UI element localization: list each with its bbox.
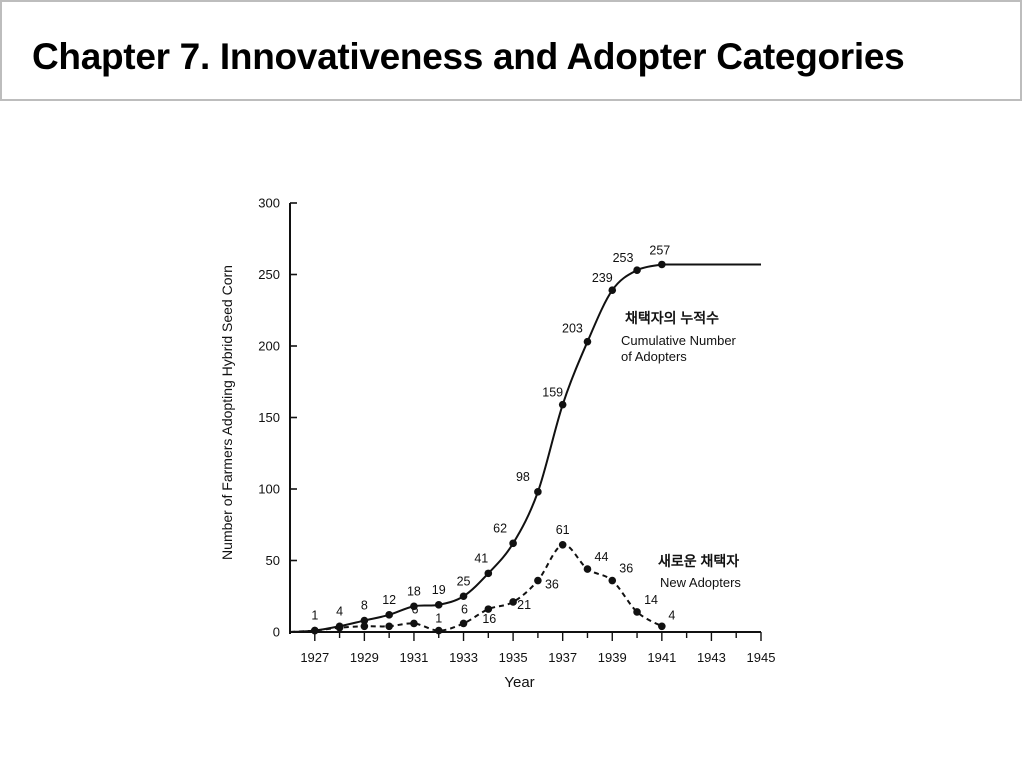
cumulative-point	[459, 592, 468, 601]
cumulative-data-label: 12	[382, 593, 396, 607]
new-adopters-point	[608, 576, 617, 585]
cumulative-line	[289, 263, 663, 633]
cumulative-label-korean: 채택자의 누적수	[625, 310, 719, 326]
new-adopters-point	[310, 626, 319, 635]
x-tick-label: 1943	[697, 650, 726, 665]
new-adopters-point	[335, 623, 344, 632]
y-tick-label: 300	[258, 196, 280, 211]
cumulative-data-label: 1	[311, 609, 318, 623]
cumulative-label-english: Cumulative Number	[621, 333, 737, 348]
cumulative-data-label: 159	[542, 386, 563, 400]
cumulative-label-english: of Adopters	[621, 349, 687, 364]
new-adopters-point	[583, 565, 592, 573]
new-adopters-data-label: 36	[619, 562, 633, 576]
cumulative-point	[583, 337, 592, 346]
cumulative-data-label: 4	[336, 604, 343, 618]
x-tick-label: 1929	[350, 650, 379, 665]
x-tick-label: 1933	[449, 650, 478, 665]
series-lines	[289, 263, 761, 633]
new-adopters-point	[484, 605, 493, 613]
y-axis-label: Number of Farmers Adopting Hybrid Seed C…	[219, 265, 235, 560]
new-adopters-data-label: 14	[644, 593, 658, 607]
cumulative-point	[633, 266, 641, 275]
cumulative-point	[360, 616, 369, 625]
cumulative-point	[484, 569, 493, 578]
cumulative-point	[434, 601, 443, 609]
cumulative-data-label: 18	[407, 584, 421, 598]
cumulative-data-label: 203	[562, 322, 583, 336]
new-adopters-data-label: 61	[556, 523, 570, 537]
new-adopters-data-label: 21	[517, 598, 531, 612]
x-tick-label: 1945	[747, 650, 776, 665]
new-adopters-point	[459, 619, 468, 628]
new-adopters-data-label: 6	[461, 602, 468, 616]
new-adopters-line	[289, 543, 663, 633]
new-adopters-point	[558, 540, 567, 549]
new-adopters-point	[410, 619, 418, 628]
y-tick-label: 200	[258, 339, 280, 354]
new-adopters-label-korean: 새로운 채택자	[658, 553, 739, 569]
cumulative-point	[509, 539, 517, 548]
x-tick-label: 1935	[499, 650, 528, 665]
new-adopters-point	[633, 608, 641, 616]
cumulative-data-label: 253	[613, 251, 634, 265]
cumulative-data-label: 8	[361, 599, 368, 613]
cumulative-data-label: 257	[649, 243, 670, 257]
y-tick-label: 100	[258, 482, 280, 497]
new-adopters-point	[509, 598, 517, 606]
cumulative-point	[410, 602, 418, 611]
y-tick-label: 0	[273, 625, 280, 640]
new-adopters-data-label: 44	[595, 550, 609, 564]
new-adopters-data-label: 4	[668, 608, 675, 622]
x-tick-label: 1939	[598, 650, 627, 665]
cumulative-point	[385, 611, 393, 619]
x-axis-label: Year	[504, 674, 534, 691]
x-tick-label: 1931	[399, 650, 428, 665]
cumulative-data-label: 41	[474, 551, 488, 565]
new-adopters-data-label: 1	[435, 612, 442, 626]
slide-title: Chapter 7. Innovativeness and Adopter Ca…	[32, 36, 905, 77]
cumulative-data-label: 25	[457, 574, 471, 588]
new-adopters-point	[360, 622, 369, 631]
new-adopters-point	[434, 626, 443, 635]
x-tick-label: 1927	[300, 650, 329, 665]
new-adopters-data-label: 6	[411, 602, 418, 616]
y-tick-label: 150	[258, 410, 280, 425]
cumulative-data-label: 19	[432, 583, 446, 597]
title-box: Chapter 7. Innovativeness and Adopter Ca…	[0, 0, 1022, 101]
cumulative-point	[658, 260, 666, 269]
x-tick-label: 1937	[548, 650, 577, 665]
y-tick-label: 250	[258, 267, 280, 282]
chart-axes	[289, 203, 761, 634]
y-tick-label: 50	[266, 553, 280, 568]
cumulative-point	[534, 488, 542, 496]
new-adopters-label-english: New Adopters	[660, 575, 741, 590]
data-points	[310, 260, 666, 635]
new-adopters-point	[658, 622, 666, 631]
cumulative-data-label: 98	[516, 470, 530, 484]
cumulative-data-label: 239	[592, 271, 613, 285]
new-adopters-point	[385, 622, 393, 631]
new-adopters-data-label: 36	[545, 578, 559, 592]
cumulative-point	[558, 400, 567, 409]
x-tick-label: 1941	[647, 650, 676, 665]
new-adopters-data-label: 16	[482, 612, 496, 626]
new-adopters-point	[534, 576, 542, 585]
cumulative-point	[608, 286, 617, 295]
cumulative-data-label: 62	[493, 521, 507, 535]
